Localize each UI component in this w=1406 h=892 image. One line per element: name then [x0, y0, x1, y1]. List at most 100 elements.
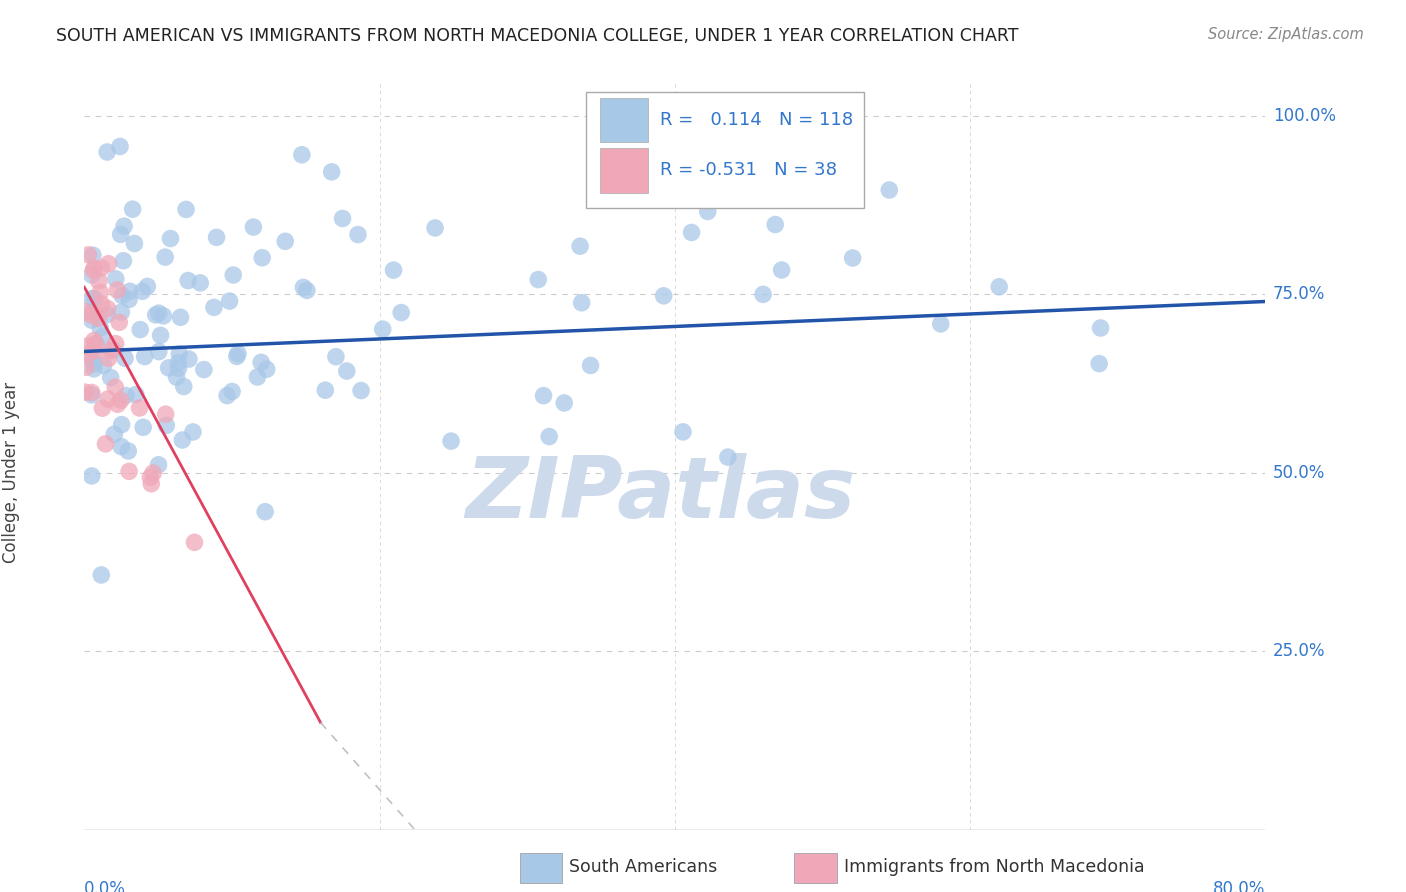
Point [177, 352, 200, 367]
Point [80, 308, 103, 322]
Point [75, 304, 97, 318]
Point [202, 301, 225, 315]
Point [89, 321, 111, 335]
Point [87, 311, 110, 326]
Point [256, 362, 278, 376]
Point [117, 444, 139, 458]
Point [553, 396, 575, 410]
Point [97, 351, 120, 366]
Point [129, 323, 152, 337]
Point [423, 221, 446, 235]
FancyBboxPatch shape [586, 92, 863, 208]
Point [167, 361, 190, 376]
Point [696, 204, 718, 219]
Point [112, 219, 135, 234]
Point [103, 427, 125, 442]
Point [173, 379, 195, 393]
Point [538, 429, 561, 443]
Point [96, 145, 118, 159]
Point [128, 401, 150, 415]
Point [155, 407, 177, 421]
Point [205, 230, 228, 244]
Point [125, 387, 148, 401]
Point [90, 260, 112, 275]
Point [169, 347, 191, 361]
Point [110, 227, 132, 242]
Point [80, 351, 103, 365]
Point [166, 370, 188, 384]
Point [225, 350, 247, 364]
Point [681, 226, 703, 240]
Point [148, 306, 170, 320]
Point [104, 336, 127, 351]
Point [217, 388, 239, 402]
Point [250, 251, 273, 265]
Point [988, 279, 1011, 293]
Point [152, 309, 174, 323]
Point [83, 362, 105, 376]
Point [141, 476, 163, 491]
Point [763, 218, 786, 232]
Point [107, 397, 129, 411]
Text: R =   0.114   N = 118: R = 0.114 N = 118 [659, 111, 852, 129]
Point [652, 289, 675, 303]
Point [246, 370, 269, 384]
Point [132, 420, 155, 434]
Point [139, 470, 162, 484]
Point [177, 274, 200, 288]
Point [83, 334, 105, 348]
Point [250, 355, 273, 369]
Text: Source: ZipAtlas.com: Source: ZipAtlas.com [1208, 27, 1364, 42]
Point [83, 261, 105, 276]
Point [93, 359, 115, 373]
Point [91, 401, 114, 416]
Point [80, 313, 103, 327]
Point [183, 535, 205, 549]
Point [108, 315, 131, 329]
Point [877, 183, 900, 197]
Point [149, 328, 172, 343]
Point [76, 339, 98, 353]
Point [389, 305, 412, 319]
Point [172, 433, 194, 447]
Point [181, 425, 204, 439]
Point [136, 279, 159, 293]
Point [79, 346, 101, 360]
Text: SOUTH AMERICAN VS IMMIGRANTS FROM NORTH MACEDONIA COLLEGE, UNDER 1 YEAR CORRELAT: SOUTH AMERICAN VS IMMIGRANTS FROM NORTH … [56, 27, 1019, 45]
Point [157, 360, 180, 375]
Point [350, 384, 373, 398]
Point [100, 370, 122, 384]
Text: 100.0%: 100.0% [1272, 107, 1336, 125]
Point [752, 287, 775, 301]
Point [332, 211, 354, 226]
Point [118, 464, 141, 478]
Text: College, Under 1 year: College, Under 1 year [1, 382, 20, 564]
Point [321, 165, 343, 179]
Point [153, 250, 176, 264]
Point [710, 193, 733, 207]
Point [148, 458, 170, 472]
Point [226, 346, 249, 360]
Point [80, 388, 103, 402]
Point [167, 356, 190, 370]
Point [87, 274, 110, 288]
Point [155, 418, 177, 433]
Point [841, 251, 863, 265]
Text: 75.0%: 75.0% [1272, 285, 1326, 303]
Point [118, 285, 141, 299]
Point [291, 148, 314, 162]
Point [101, 343, 124, 357]
Point [83, 343, 105, 358]
Point [222, 268, 245, 282]
Point [105, 283, 128, 297]
Point [110, 393, 132, 408]
Bar [600, 97, 648, 143]
Text: 25.0%: 25.0% [1272, 642, 1326, 660]
Point [174, 202, 197, 217]
Point [80, 469, 103, 483]
Point [75, 360, 97, 375]
Point [82, 263, 104, 277]
Text: 50.0%: 50.0% [1272, 464, 1326, 482]
Point [672, 425, 695, 439]
Point [571, 295, 593, 310]
